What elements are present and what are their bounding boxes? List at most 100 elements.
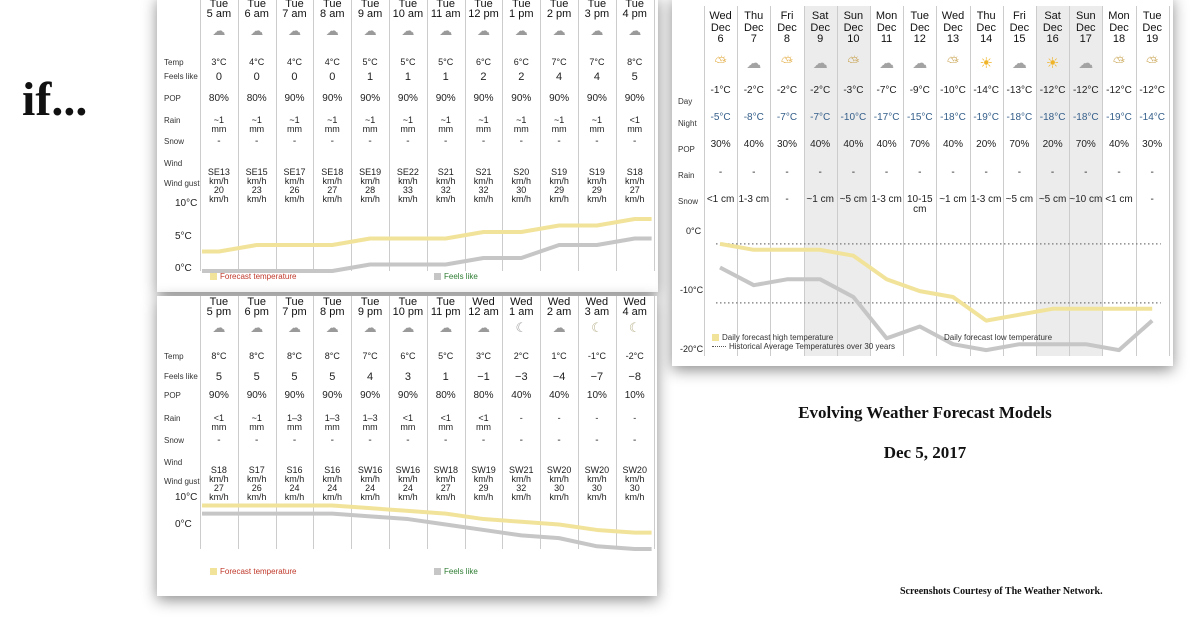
day-pop: 40% <box>810 139 831 150</box>
cloud-snow-icon: ☁︎ <box>1011 55 1027 72</box>
y-tick-label: 5°C <box>175 230 192 242</box>
hour-time: 5 pm <box>206 306 232 318</box>
legend-label: Historical Average Temperatures over 30 … <box>729 342 896 351</box>
hour-pop: 90% <box>246 390 267 401</box>
sun-icon: ☀︎ <box>979 55 993 72</box>
night-low: -5°C <box>710 112 731 123</box>
legend-feels-like: Feels like <box>434 567 478 576</box>
column-divider <box>970 6 971 356</box>
day-date: 12 <box>913 33 926 45</box>
hour-temp: 5°C <box>400 57 416 67</box>
day-rain: - <box>785 167 789 178</box>
hour-gust: 24 <box>289 483 300 493</box>
y-tick-label: -20°C <box>680 344 704 354</box>
hour-wind-unit: km/h <box>549 474 569 484</box>
day-of-week: Sun <box>843 10 864 22</box>
hour-rain: ~1 mm <box>475 115 491 134</box>
hour-temp: -1°C <box>587 351 606 361</box>
hour-feels-like: 0 <box>253 71 260 83</box>
hour-gust: 28 <box>365 185 376 195</box>
hour-feels-like: 1 <box>404 71 411 83</box>
hour-time: 11 pm <box>430 306 461 318</box>
hour-rain: ~1 mm <box>286 115 302 134</box>
hour-wind-unit: km/h <box>360 474 380 484</box>
day-month: Dec <box>910 22 930 34</box>
day-snow: ~5 cm <box>1038 194 1067 205</box>
hour-day: Tue <box>474 0 493 10</box>
hour-wind: SW16 <box>357 465 383 475</box>
hour-day: Tue <box>436 0 455 10</box>
hour-snow: - <box>595 435 599 446</box>
day-date: 17 <box>1079 33 1092 45</box>
hour-rain: ~1 mm <box>249 115 265 134</box>
hour-snow: - <box>217 136 221 147</box>
hour-temp: 6°C <box>400 351 416 361</box>
day-of-week: Fri <box>780 10 794 22</box>
row-label-rain: Rain <box>164 116 181 125</box>
day-month: Dec <box>876 22 897 34</box>
rain-snow-icon: ☁︎ <box>476 23 490 38</box>
hour-rain: 1–3 mm <box>362 413 378 432</box>
hour-rain: <1 mm <box>627 115 643 134</box>
hour-feels-like: 5 <box>631 71 638 83</box>
hour-wind: SW20 <box>622 465 647 475</box>
day-rain: - <box>1050 167 1055 178</box>
column-divider <box>276 296 277 549</box>
hour-wind: S18 <box>626 167 643 177</box>
sun-cloud-snow-icon: ⛅︎ <box>1146 54 1159 71</box>
heavy-snow-icon: ☁︎ <box>1078 55 1094 72</box>
hour-temp: 3°C <box>211 57 227 67</box>
hourly-forecast-panel-evening: Temp Feels like POP Rain Snow Wind Wind gust Tu… <box>157 296 657 596</box>
night-cloud-icon: ☁︎ <box>552 320 566 335</box>
hour-wind-unit: km/h <box>549 176 569 186</box>
hour-wind-unit: km/h <box>360 176 380 186</box>
hour-wind: SW16 <box>395 465 421 475</box>
night-snow-icon: ☾ <box>515 320 528 335</box>
hour-gust: 24 <box>365 483 376 493</box>
column-divider <box>200 296 201 549</box>
hour-feels-like: −7 <box>590 371 604 383</box>
night-low: -18°C <box>1072 112 1099 123</box>
hour-rain: ~1 mm <box>551 115 567 134</box>
hour-wind: SE13 <box>207 167 230 177</box>
hour-day: Wed <box>547 296 571 308</box>
daily-temperature-chart <box>716 241 1161 353</box>
night-low: -19°C <box>973 112 1000 123</box>
rain-snow-icon: ☁︎ <box>552 23 566 38</box>
y-tick-label: 0°C <box>175 263 192 274</box>
hour-time: 2 pm <box>546 8 572 20</box>
day-pop: 30% <box>710 139 731 150</box>
day-high: -13°C <box>1006 85 1033 96</box>
hour-snow: - <box>292 435 297 446</box>
hour-gust-unit: km/h <box>511 492 532 502</box>
column-divider <box>313 296 314 549</box>
day-high: -12°C <box>1039 85 1066 96</box>
hour-gust: 30 <box>516 185 527 195</box>
hour-gust-unit: km/h <box>473 492 494 502</box>
cloud-snow-icon: ☁︎ <box>879 55 895 72</box>
screenshot-credit: Screenshots Courtesy of The Weather Netw… <box>900 586 1103 597</box>
day-rain: - <box>984 167 988 178</box>
column-divider <box>870 6 871 356</box>
hour-time: 6 pm <box>244 306 269 318</box>
hour-snow: - <box>368 136 372 147</box>
rain-snow-icon: ☁︎ <box>514 23 528 38</box>
day-snow: ~5 cm <box>839 194 868 205</box>
hour-temp: 4°C <box>324 57 340 67</box>
hour-wind: S16 <box>286 465 303 475</box>
hour-wind-unit: km/h <box>473 474 494 484</box>
daily-high-line <box>719 241 1153 323</box>
day-date: 18 <box>1112 33 1126 45</box>
hour-time: 7 am <box>282 8 307 20</box>
day-month: Dec <box>943 22 963 34</box>
hour-wind-unit: km/h <box>284 474 305 484</box>
rain-snow-icon: ☁︎ <box>250 23 264 38</box>
day-rain: - <box>1017 167 1022 178</box>
column-divider <box>1003 6 1004 356</box>
hour-pop: 90% <box>397 93 418 104</box>
hour-wind-unit: km/h <box>322 176 343 186</box>
hourly-forecast-panel-morning: Temp Feels like POP Rain Snow Wind Wind gust Tu… <box>157 0 658 292</box>
heavy-rain-icon: ☁︎ <box>287 320 301 335</box>
column-divider <box>389 0 390 271</box>
hour-temp: 8°C <box>286 351 303 361</box>
